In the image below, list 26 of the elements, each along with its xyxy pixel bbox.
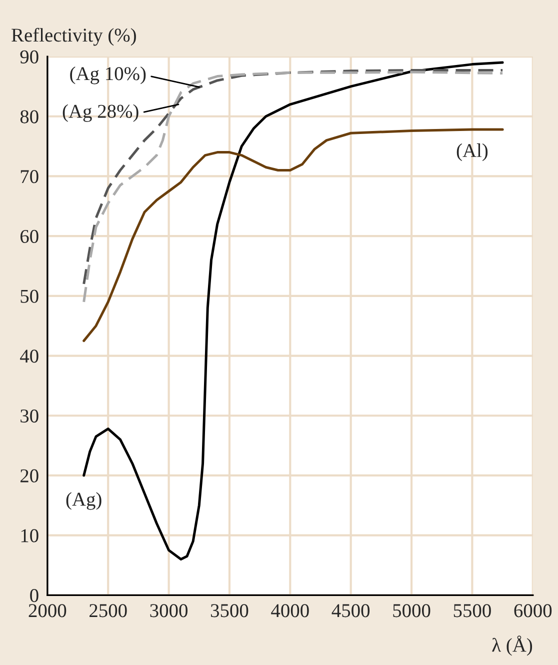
annotation: (Ag) xyxy=(66,492,102,510)
x-tick-label: 4000 xyxy=(271,604,309,618)
x-axis-title: λ (Å) xyxy=(492,636,532,656)
y-tick-label: 90 xyxy=(20,50,38,64)
y-tick-label: 60 xyxy=(20,230,38,244)
x-tick-label: 2500 xyxy=(90,604,127,618)
y-tick-label: 20 xyxy=(20,469,38,482)
x-tick-label: 5000 xyxy=(393,604,430,618)
y-tick-label: 0 xyxy=(30,588,38,602)
y-tick-label: 70 xyxy=(20,170,38,184)
annotation: (Al) xyxy=(456,143,488,162)
x-tick-label: 4500 xyxy=(332,604,370,618)
x-tick-label: 3000 xyxy=(150,604,188,618)
y-tick-label: 10 xyxy=(21,529,38,542)
x-tick-label: 2000 xyxy=(28,604,66,618)
annotation: (Ag 10%) xyxy=(70,66,146,84)
y-tick-label: 30 xyxy=(20,409,38,423)
y-axis-title: Reflectivity (%) xyxy=(12,28,136,46)
annotation: (Ag 28%) xyxy=(62,104,138,122)
x-tick-label: 6000 xyxy=(514,604,552,618)
x-tick-label: 5500 xyxy=(454,604,491,618)
y-tick-label: 50 xyxy=(20,290,38,303)
x-tick-label: 3500 xyxy=(210,604,248,618)
y-tick-label: 40 xyxy=(20,350,38,363)
line-series xyxy=(82,128,504,342)
y-tick-label: 80 xyxy=(20,110,38,124)
